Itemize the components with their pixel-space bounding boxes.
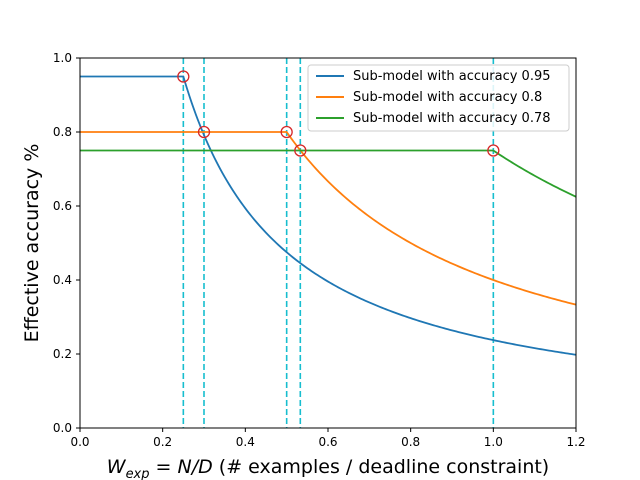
y-tick-label-0: 0.0 (53, 421, 72, 435)
x-tick-label-4: 0.8 (401, 435, 420, 449)
x-tick-label-2: 0.4 (236, 435, 255, 449)
marker-4 (487, 144, 500, 157)
legend-label-2: Sub-model with accuracy 0.78 (353, 111, 551, 126)
marker-1 (197, 125, 211, 139)
marker-2 (280, 125, 293, 139)
x-tick-label-6: 1.2 (566, 435, 585, 449)
y-tick-label-1: 0.2 (53, 347, 72, 361)
axis-ticks: 0.0 0.2 0.4 0.6 0.8 1.0 1.2 0.0 0.2 0.4 0.6 0.8 1.0 (53, 51, 586, 449)
marker-3 (294, 144, 307, 157)
x-tick-label-0: 0.0 (70, 435, 89, 449)
x-axis-label-eq: = N/D (150, 456, 213, 478)
marker-0 (177, 70, 190, 83)
legend-box (307, 64, 570, 132)
x-axis-label: Wexp = N/D (# examples / deadline constr… (107, 456, 549, 480)
x-axis-label-var: W (107, 456, 127, 478)
y-axis-label: Effective accuracy % (21, 144, 43, 343)
x-tick-label-1: 0.2 (153, 435, 172, 449)
series-line-1 (80, 131, 577, 306)
legend-label-1: Sub-model with accuracy 0.8 (353, 90, 542, 105)
plot-area (80, 58, 577, 428)
y-tick-label-4: 0.8 (53, 125, 72, 139)
y-tick-label-2: 0.4 (53, 273, 72, 287)
x-axis-label-text: (# examples / deadline constraint) (213, 456, 549, 478)
x-tick-label-3: 0.6 (318, 435, 337, 449)
x-axis-label-subscript: exp (126, 467, 150, 480)
y-tick-label-3: 0.6 (53, 199, 72, 213)
x-tick-label-5: 1.0 (484, 435, 503, 449)
legend-label-0: Sub-model with accuracy 0.95 (353, 69, 551, 84)
series-line-2 (80, 149, 577, 198)
series-line-0 (80, 75, 577, 356)
y-tick-label-5: 1.0 (53, 51, 72, 65)
legend: Sub-model with accuracy 0.95 Sub-model w… (307, 64, 570, 132)
